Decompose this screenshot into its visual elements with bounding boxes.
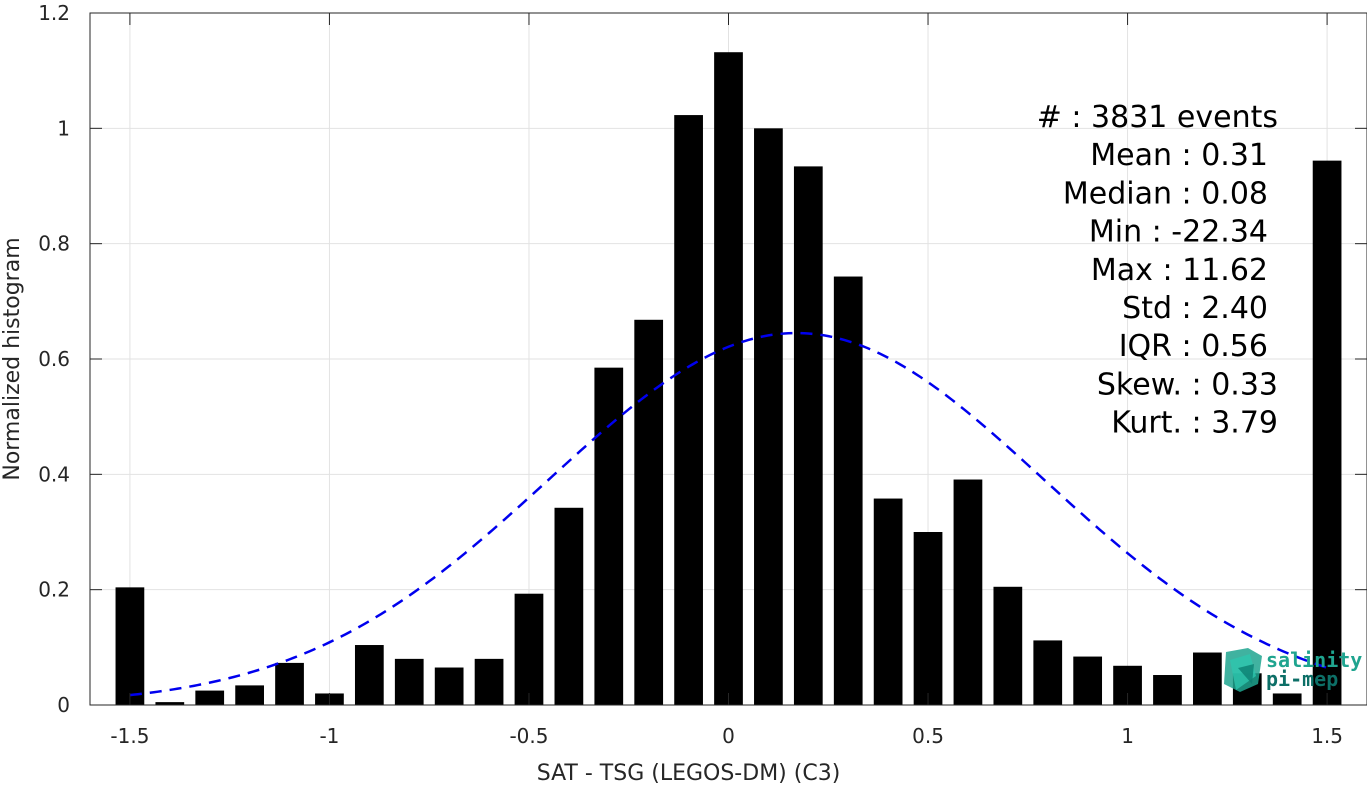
tick-marks [90,12,1367,706]
x-tick-label: 1 [1121,724,1134,748]
histogram-bar [155,702,185,705]
histogram-bar [1153,675,1182,705]
normal-fit-curve [129,331,1328,697]
histogram-bar [594,367,624,705]
histogram-bar [674,115,703,705]
histogram-bar [235,685,264,705]
histogram-bar [993,586,1023,705]
histogram-bar [953,479,983,705]
x-tick-label: 0 [722,724,735,748]
y-axis-label: Normalized histogram [0,237,25,480]
histogram-bar [913,532,943,705]
histogram-bar [833,276,863,705]
bars [115,52,1342,706]
y-tick-label: 0.8 [38,232,70,256]
stat-line: # : 3831 events [1037,100,1278,135]
histogram-bar [1272,693,1302,705]
histogram-bar [793,166,823,706]
y-tick-label: 1.2 [38,1,70,25]
y-tick-label: 0.6 [38,347,70,371]
histogram-bar [1073,656,1103,705]
x-tick-label: -1.5 [110,724,149,748]
histogram-bar [1193,652,1222,705]
histogram-bar [634,319,664,705]
histogram-bar [514,593,544,705]
y-tick-label: 0 [57,693,70,717]
x-tick-label: 0.5 [912,724,944,748]
x-tick-labels: -1.5 -1 -0.5 0 0.5 1 1.5 [110,724,1343,748]
histogram-bar [754,128,783,706]
stat-line: IQR : 0.56 [1119,329,1268,364]
salinity-pi-mep-logo: salinity pi-mep [1224,648,1362,692]
histogram-bar [714,52,743,706]
x-tick-label: -1 [319,724,339,748]
stat-line: Median : 0.08 [1063,176,1268,211]
x-axis-label: SAT - TSG (LEGOS-DM) (C3) [537,761,841,785]
y-tick-labels: 0 0.2 0.4 0.6 0.8 1 1.2 [38,1,70,717]
histogram-bar [394,658,424,705]
x-tick-label: -0.5 [509,724,548,748]
logo-line-salinity: salinity [1266,648,1362,672]
histogram-bar [1312,160,1342,706]
stat-line: Min : -22.34 [1089,215,1268,250]
x-tick-label: 1.5 [1311,724,1343,748]
histogram-bar [554,507,584,705]
histogram-bar [474,658,504,705]
histogram-bar [354,645,384,705]
histogram-bar [275,662,304,705]
histogram-bar [195,690,225,705]
logo-line-pi-mep: pi-mep [1266,667,1338,691]
stat-line: Mean : 0.31 [1090,138,1268,173]
stat-line: Kurt. : 3.79 [1111,406,1278,441]
stat-line: Std : 2.40 [1122,291,1268,326]
y-tick-label: 1 [57,116,70,140]
y-tick-label: 0.4 [38,462,70,486]
logo-mark-icon [1224,648,1262,692]
stat-line: Max : 11.62 [1091,253,1268,288]
histogram-bar [434,667,464,705]
y-tick-label: 0.2 [38,578,70,602]
histogram-bar [873,498,903,705]
histogram-bar [1033,640,1063,705]
stat-line: Skew. : 0.33 [1097,367,1278,402]
histogram-bar [115,587,145,705]
